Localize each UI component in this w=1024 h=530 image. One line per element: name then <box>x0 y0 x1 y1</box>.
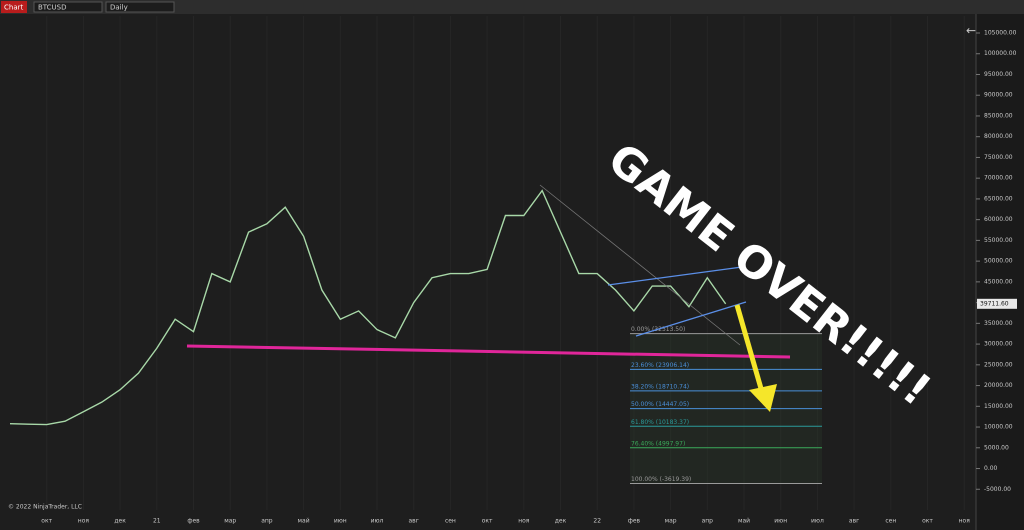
y-tick-label: 0.00 <box>984 465 998 472</box>
y-tick-label: 70000.00 <box>984 175 1013 182</box>
last-price-box <box>977 298 1017 309</box>
last-price-label: 39711.60 <box>980 300 1009 307</box>
x-tick-label: дек <box>555 518 567 525</box>
fib-label: 61.80% (10183.37) <box>631 419 689 426</box>
chart-tab[interactable] <box>1 1 27 13</box>
y-tick-label: 90000.00 <box>984 92 1013 99</box>
fib-label: 100.00% (-3619.39) <box>631 476 691 483</box>
y-tick-label: 45000.00 <box>984 278 1013 285</box>
x-tick-label: май <box>738 518 750 525</box>
x-tick-label: фев <box>628 518 641 525</box>
y-tick-label: 30000.00 <box>984 341 1013 348</box>
back-arrow[interactable]: ← <box>966 24 976 38</box>
x-tick-label: ноя <box>518 518 530 525</box>
tab-label[interactable]: Chart <box>4 4 23 12</box>
y-tick-label: 55000.00 <box>984 237 1013 244</box>
x-tick-label: ноя <box>78 518 90 525</box>
x-tick-label: дек <box>114 518 126 525</box>
y-tick-label: 95000.00 <box>984 71 1013 78</box>
plot: -5000.00 0.00 5000.00 10000.00 15000.00 20000… <box>9 16 1017 525</box>
y-tick-label: 20000.00 <box>984 382 1013 389</box>
y-tick-label: 10000.00 <box>984 424 1013 431</box>
x-tick-label: мар <box>665 518 677 525</box>
channel-top <box>607 266 743 286</box>
toolbar <box>0 0 1024 14</box>
fib-label: 38.20% (18710.74) <box>631 383 689 390</box>
y-tick-label: 65000.00 <box>984 195 1013 202</box>
y-tick-label: 60000.00 <box>984 216 1013 223</box>
x-tick-label: сен <box>445 518 456 525</box>
x-tick-label: апр <box>261 518 273 525</box>
x-tick-label: апр <box>702 518 714 525</box>
arrow-shaft <box>734 304 765 393</box>
x-tick-label: авг <box>849 518 859 525</box>
channel-bottom <box>635 301 747 337</box>
arrow-head <box>749 384 777 412</box>
y-tick-label: 100000.00 <box>984 50 1017 57</box>
x-tick-label: 21 <box>153 518 161 525</box>
fib-label: 23.60% (23906.14) <box>631 362 689 369</box>
x-tick-label: фев <box>187 518 200 525</box>
y-tick-label: 80000.00 <box>984 133 1013 140</box>
x-tick-label: сен <box>885 518 896 525</box>
x-tick-label: авг <box>409 518 419 525</box>
fib-label: 50.00% (14447.05) <box>631 401 689 408</box>
x-tick-label: июл <box>371 518 384 525</box>
symbol-box[interactable] <box>33 1 103 13</box>
x-tick-label: ноя <box>959 518 971 525</box>
y-tick-label: 35000.00 <box>984 320 1013 327</box>
y-tick-label: 15000.00 <box>984 403 1013 410</box>
symbol[interactable]: BTCUSD <box>38 4 67 12</box>
x-tick-label: мар <box>224 518 236 525</box>
x-tick-label: июн <box>774 518 787 525</box>
period-box[interactable] <box>105 1 175 13</box>
y-tick-label: 25000.00 <box>984 361 1013 368</box>
fib-label: 76.40% (4997.97) <box>631 440 685 447</box>
price-axis <box>976 14 1024 530</box>
copyright: © 2022 NinjaTrader, LLC <box>8 504 82 511</box>
x-tick-label: окт <box>41 518 52 525</box>
x-tick-label: окт <box>482 518 493 525</box>
y-tick-label: 5000.00 <box>984 444 1009 451</box>
y-tick-label: -5000.00 <box>984 486 1011 493</box>
price-line <box>9 189 727 426</box>
support-line <box>186 344 791 359</box>
x-tick-label: июл <box>811 518 824 525</box>
trend-line <box>539 184 741 346</box>
x-tick-label: окт <box>922 518 933 525</box>
y-tick-label: 105000.00 <box>984 30 1017 37</box>
y-tick-label: 50000.00 <box>984 258 1013 265</box>
period[interactable]: Daily <box>110 4 128 12</box>
x-tick-label: май <box>298 518 310 525</box>
x-tick-label: июн <box>334 518 347 525</box>
y-tick-label: 85000.00 <box>984 112 1013 119</box>
y-tick-label: 75000.00 <box>984 154 1013 161</box>
x-tick-label: 22 <box>593 518 601 525</box>
